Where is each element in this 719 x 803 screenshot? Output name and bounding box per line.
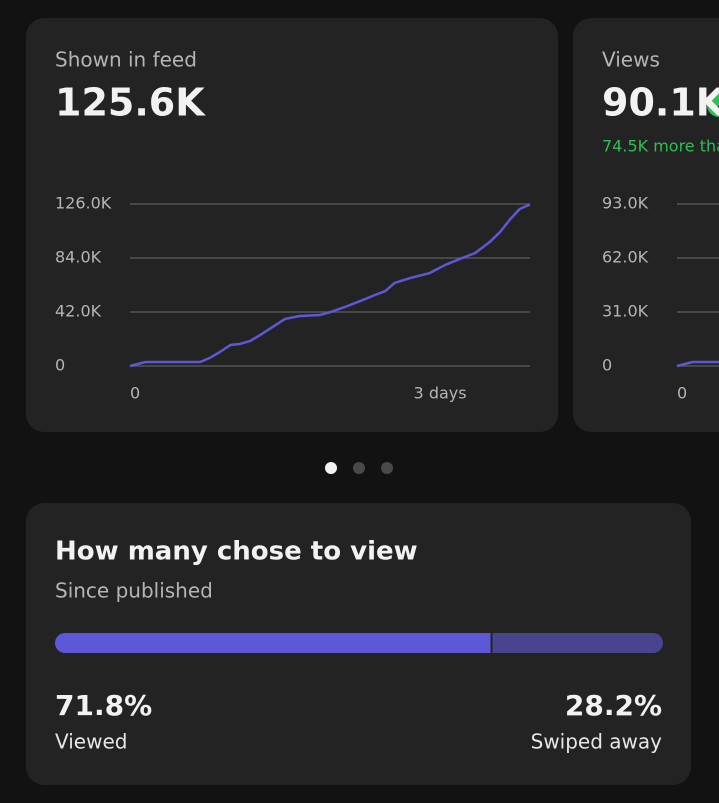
card [573,18,719,432]
y-tick-label: 93.0K [602,194,649,213]
section-subtitle: Since published [55,579,213,603]
line [129,203,531,368]
card [26,18,558,432]
split-name: Viewed [55,730,127,754]
page-dot[interactable] [381,462,393,474]
page-dot-active[interactable] [325,462,337,474]
split-segment [492,633,663,653]
y-tick-label: 84.0K [55,248,102,267]
card-title: Views [602,48,660,72]
check-icon [707,93,719,117]
card-title: Shown in feed [55,48,197,72]
page-dot[interactable] [353,462,365,474]
line [676,360,719,368]
y-tick-label: 0 [602,356,612,375]
split-percent: 71.8% [55,689,152,722]
card-note: 74.5K more tha [602,137,719,156]
y-tick-label: 42.0K [55,302,102,321]
pagination [325,462,393,474]
y-tick-label: 31.0K [602,302,649,321]
x-tick-label: 3 days [414,384,467,403]
section-title: How many chose to view [55,537,418,567]
split-bar [55,633,663,653]
x-tick-label: 0 [130,384,140,403]
split-name: Swiped away [531,730,663,754]
y-tick-label: 62.0K [602,248,649,267]
card-value: 90.1K [602,81,719,125]
y-tick-label: 0 [55,356,65,375]
x-tick-label: 0 [677,384,687,403]
split-segment [55,633,491,653]
card-value: 125.6K [55,81,206,125]
split-percent: 28.2% [565,689,662,722]
y-tick-label: 126.0K [55,194,112,213]
